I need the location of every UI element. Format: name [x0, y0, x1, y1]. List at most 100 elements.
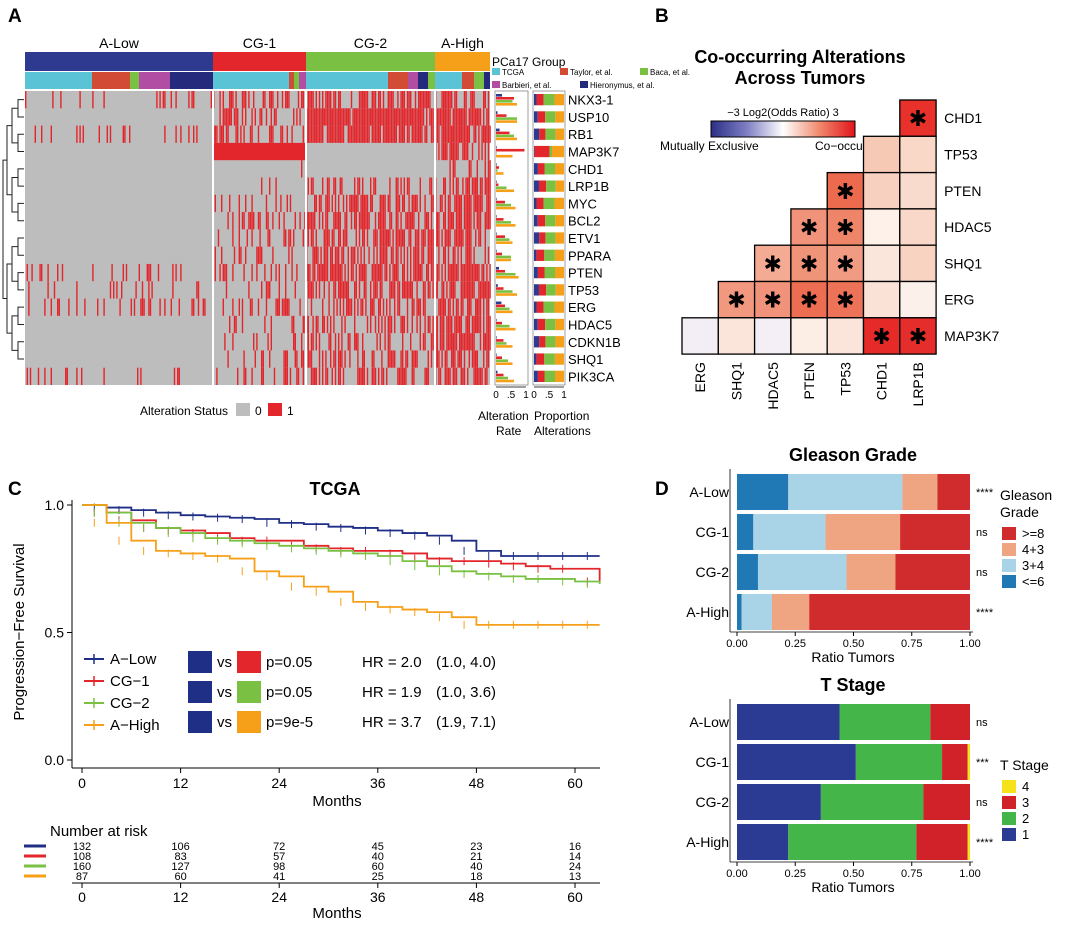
heat-cell	[384, 194, 386, 213]
heat-cell	[387, 350, 389, 368]
heat-cell	[297, 91, 300, 109]
heat-cell	[443, 333, 445, 351]
gene-labels: NKX3-1USP10RB1MAP3K7CHD1LRP1BMYCBCL2ETV1…	[568, 93, 621, 385]
heat-cell	[141, 281, 144, 299]
heat-cell	[310, 333, 313, 351]
heat-cell	[473, 177, 475, 195]
heat-cell	[438, 108, 440, 126]
heat-cell	[475, 350, 477, 368]
heat-cell	[468, 108, 470, 126]
heat-cell	[402, 125, 404, 143]
heat-cell	[489, 281, 491, 299]
heat-cell	[481, 281, 483, 299]
prop-seg	[555, 128, 564, 140]
heat-cell	[471, 263, 474, 282]
heat-cell	[397, 281, 399, 299]
risk-cell: 45	[372, 841, 384, 853]
heat-cell	[438, 142, 440, 161]
heat-cell	[381, 350, 383, 368]
rate-tick-2: 1	[523, 390, 529, 401]
heat-cell	[267, 212, 269, 230]
stack-seg	[923, 784, 970, 820]
heat-cell	[479, 298, 482, 316]
heat-cell	[333, 350, 335, 368]
heat-cell	[265, 212, 268, 230]
heat-cell	[82, 125, 84, 143]
heat-cell	[395, 229, 397, 247]
dendro-branch	[17, 99, 24, 118]
stack-legend-swatch-0	[1002, 527, 1016, 540]
heat-cell	[426, 125, 428, 143]
heat-cell	[267, 281, 269, 299]
heat-cell	[347, 108, 349, 126]
col-label-2: HDAC5	[765, 362, 781, 410]
stack-xtick-label-0: 0.00	[726, 868, 747, 880]
dendro-branch	[17, 237, 24, 256]
prop-seg	[544, 163, 555, 175]
rate-bar	[496, 356, 502, 360]
heat-cell	[465, 142, 467, 161]
dendro-branch	[6, 125, 12, 196]
heat-cell	[457, 298, 459, 316]
heat-cell	[465, 281, 467, 299]
heat-cell	[285, 229, 287, 247]
heat-cell	[378, 212, 380, 230]
prop-seg	[544, 249, 555, 261]
heat-cell	[333, 263, 335, 282]
rate-bar	[496, 241, 513, 244]
heat-cell	[339, 263, 341, 282]
heat-cell	[251, 298, 253, 316]
rate-bar	[496, 235, 505, 238]
heat-cell	[339, 91, 341, 109]
proportion-bars: 0.5 1	[531, 90, 567, 401]
gene-label-10: PTEN	[568, 266, 603, 281]
heat-cell	[116, 281, 118, 299]
heat-cell	[441, 125, 443, 143]
heat-cell	[219, 108, 221, 126]
heat-cell	[374, 263, 377, 282]
heat-cell	[378, 125, 380, 143]
prop-seg	[543, 94, 555, 106]
heat-cell	[366, 125, 369, 143]
heat-cell	[398, 194, 401, 213]
km-xlabel: Months	[312, 793, 361, 810]
rate-bar	[496, 221, 511, 224]
heat-cell	[341, 333, 343, 351]
heat-cell	[214, 246, 216, 264]
heat-cell	[411, 125, 413, 143]
heat-cell	[103, 298, 105, 316]
heat-cell	[264, 315, 266, 334]
row-label-6: MAP3K7	[944, 328, 999, 344]
heat-cell	[452, 333, 454, 351]
heat-cell	[467, 125, 469, 143]
heat-cell	[444, 229, 446, 247]
prop-seg	[534, 145, 550, 158]
dendro-branch	[11, 246, 18, 282]
heat-cell	[410, 108, 412, 126]
heat-cell	[338, 350, 340, 368]
heat-cell	[58, 298, 60, 316]
heat-cell	[414, 263, 417, 282]
heat-cell	[222, 91, 224, 109]
heat-cell	[293, 108, 295, 126]
heat-cell	[475, 177, 477, 195]
heat-cell	[432, 315, 434, 334]
heat-cell	[318, 212, 321, 230]
rate-frame	[494, 90, 529, 386]
heat-cell	[307, 350, 309, 368]
heat-cell	[486, 367, 488, 385]
stack-seg	[820, 784, 924, 820]
km-legend-label-0: A−Low	[110, 651, 156, 668]
heat-cell	[296, 367, 298, 385]
stack-xtick-label-3: 0.75	[901, 868, 922, 880]
heat-cell	[210, 91, 212, 109]
heat-cell	[394, 125, 396, 143]
heat-cell	[376, 263, 378, 282]
heat-cell	[243, 350, 245, 368]
heat-cell	[362, 194, 364, 213]
heat-cell	[376, 281, 378, 299]
heat-cell	[371, 263, 373, 282]
heat-cell	[315, 315, 317, 334]
heat-cell	[371, 108, 373, 126]
heat-cell	[378, 298, 380, 316]
